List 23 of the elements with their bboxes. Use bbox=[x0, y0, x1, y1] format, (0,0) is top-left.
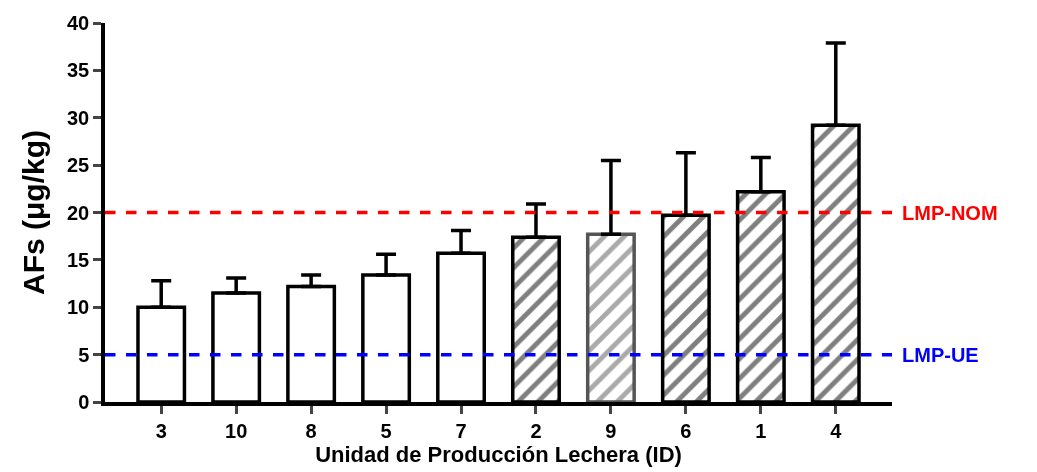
y-tick-label: 5 bbox=[78, 343, 90, 366]
x-tick-label: 8 bbox=[305, 419, 317, 442]
x-tick-label: 5 bbox=[380, 419, 392, 442]
y-axis-title: AFs (μg/kg) bbox=[16, 129, 50, 296]
ref-line-label: LMP-UE bbox=[902, 344, 979, 366]
ref-line-label: LMP-NOM bbox=[902, 202, 998, 224]
y-tick-label: 35 bbox=[67, 59, 90, 82]
x-tick-label: 9 bbox=[605, 419, 617, 442]
x-tick-label: 4 bbox=[830, 419, 843, 442]
x-tick-label: 10 bbox=[225, 419, 248, 442]
x-axis-title: Unidad de Producción Lechera (ID) bbox=[315, 441, 682, 467]
y-tick-label: 15 bbox=[67, 248, 90, 271]
y-tick-label: 25 bbox=[67, 154, 90, 177]
y-tick-label: 40 bbox=[67, 12, 90, 34]
x-tick-label: 1 bbox=[755, 419, 767, 442]
y-tick-label: 30 bbox=[67, 106, 90, 129]
y-tick-label: 20 bbox=[67, 201, 90, 224]
x-tick-label: 3 bbox=[155, 419, 167, 442]
x-tick-label: 7 bbox=[455, 419, 467, 442]
y-tick-label: 0 bbox=[78, 391, 90, 413]
y-tick-label: 10 bbox=[67, 296, 90, 319]
x-tick-label: 2 bbox=[530, 419, 542, 442]
x-tick-label: 6 bbox=[680, 419, 692, 442]
